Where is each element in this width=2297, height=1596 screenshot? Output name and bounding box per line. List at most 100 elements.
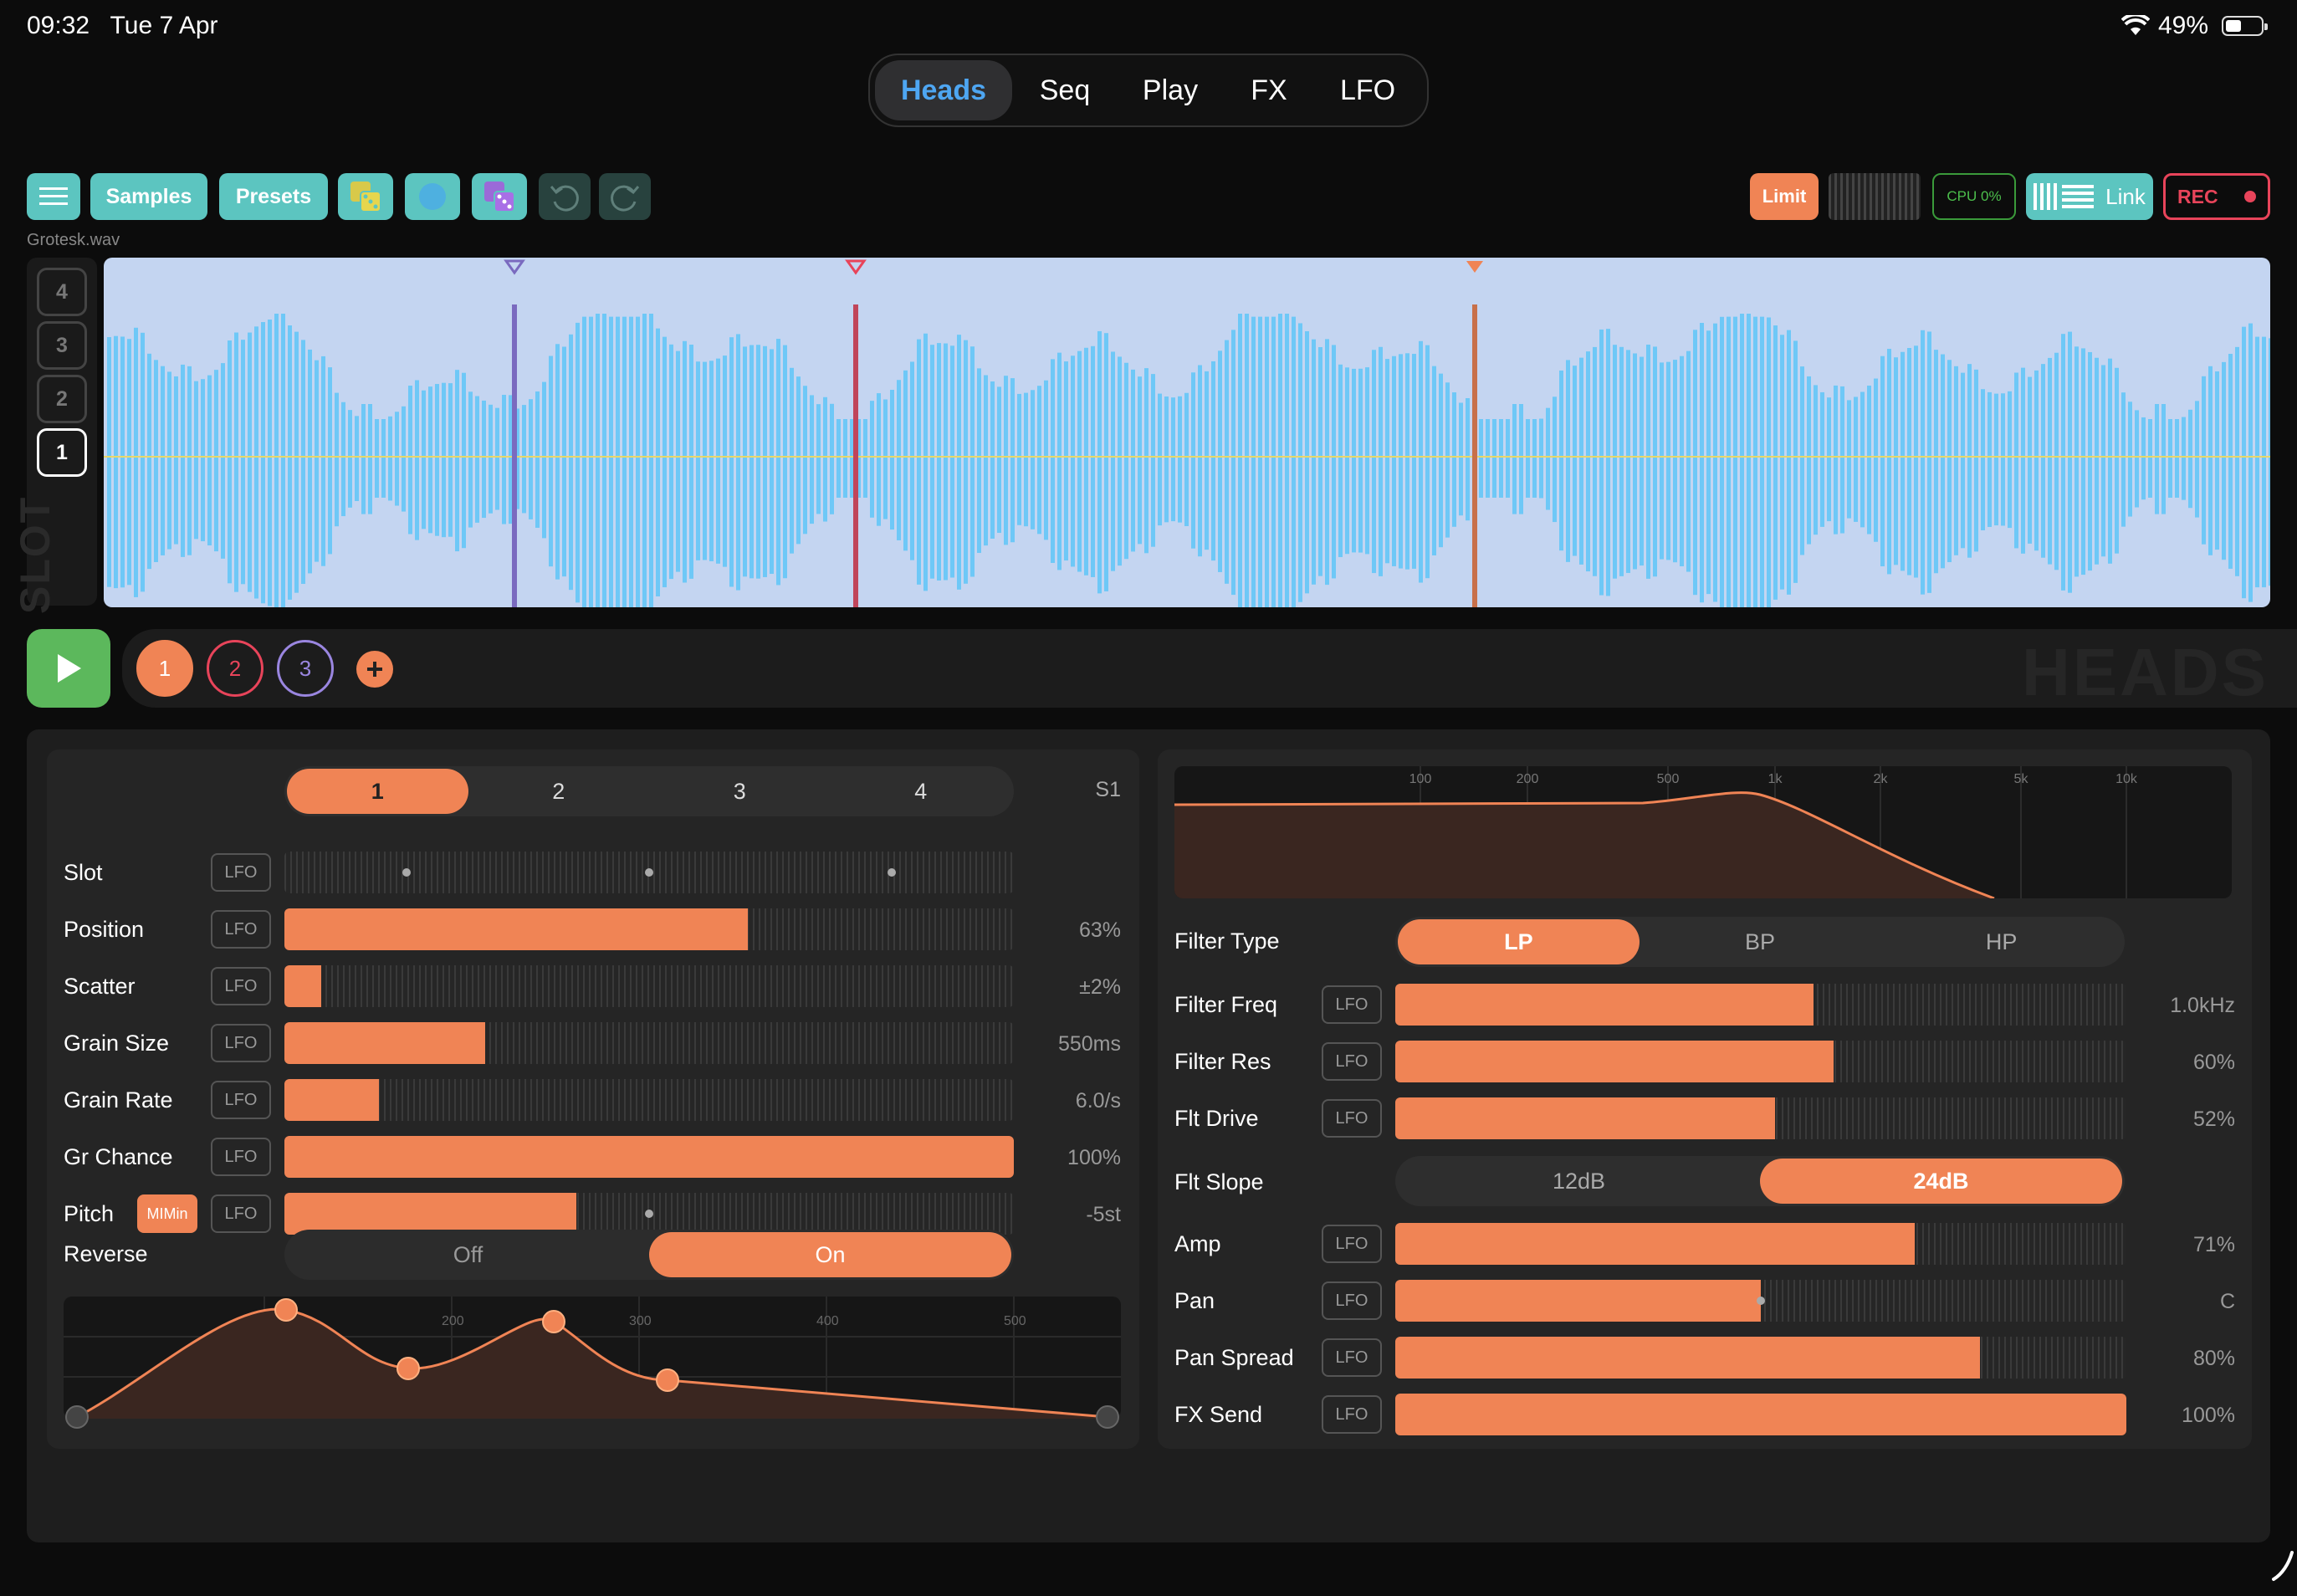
flt-drive-label: Flt Drive <box>1174 1106 1259 1131</box>
pitch-value: -5st <box>1086 1203 1121 1226</box>
filter-bp[interactable]: BP <box>1744 928 1776 954</box>
amp-label: Amp <box>1174 1231 1221 1256</box>
link-label: Link <box>2105 183 2146 209</box>
undo-icon <box>550 185 579 212</box>
filter-freq-slider[interactable] <box>1395 984 2126 1026</box>
filter-hp[interactable]: HP <box>1985 928 2018 954</box>
filter-type-segment: LP BP HP <box>1395 917 2125 967</box>
envelope-handle-3[interactable] <box>542 1310 565 1333</box>
randomize-yellow-button[interactable] <box>338 173 393 220</box>
filter-response-graph[interactable]: 100 200 500 1k 2k 5k 10k <box>1174 766 2232 898</box>
limit-button[interactable]: Limit <box>1750 173 1819 220</box>
link-button[interactable]: Link <box>2026 173 2153 220</box>
segment-4[interactable]: 4 <box>914 778 928 804</box>
tab-lfo[interactable]: LFO <box>1339 74 1396 106</box>
scatter-slider[interactable] <box>284 965 1014 1007</box>
midi-learn-button[interactable]: MIMin <box>137 1194 197 1233</box>
samples-button[interactable]: Samples <box>90 173 207 220</box>
undo-button[interactable] <box>539 173 591 220</box>
grain-size-slider-fill <box>284 1022 485 1064</box>
gr-chance-slider[interactable] <box>284 1136 1014 1178</box>
flt-drive-slider-fill <box>1395 1097 1776 1139</box>
grain-envelope-editor[interactable]: 100 200 300 400 500 <box>64 1297 1121 1429</box>
menu-button[interactable] <box>27 173 80 220</box>
envelope-handle-start[interactable] <box>65 1405 89 1429</box>
pan-lfo-button[interactable]: LFO <box>1322 1281 1382 1320</box>
head-button-2[interactable]: 2 <box>207 640 263 697</box>
grain-size-lfo-button[interactable]: LFO <box>211 1024 271 1062</box>
filter-freq-lfo-button[interactable]: LFO <box>1322 985 1382 1024</box>
play-button[interactable] <box>27 629 110 708</box>
add-head-button[interactable] <box>356 651 393 688</box>
filter-res-label: Filter Res <box>1174 1049 1271 1074</box>
pitch-lfo-button[interactable]: LFO <box>211 1194 271 1233</box>
envelope-handle-1[interactable] <box>274 1298 298 1322</box>
flt-drive-slider[interactable] <box>1395 1097 2126 1139</box>
filter-tick-100: 100 <box>1409 772 1432 786</box>
pan-spread-label: Pan Spread <box>1174 1345 1294 1370</box>
amp-slider[interactable] <box>1395 1223 2126 1265</box>
tab-heads[interactable]: Heads <box>875 60 1012 120</box>
pan-spread-lfo-button[interactable]: LFO <box>1322 1338 1382 1377</box>
scatter-label: Scatter <box>64 974 136 999</box>
pitch-slider[interactable] <box>284 1193 1014 1235</box>
flt-drive-value: 52% <box>2192 1107 2235 1131</box>
flt-drive-lfo-button[interactable]: LFO <box>1322 1099 1382 1138</box>
gr-chance-label: Gr Chance <box>64 1144 173 1169</box>
filter-res-lfo-button[interactable]: LFO <box>1322 1042 1382 1081</box>
slot-button-4[interactable]: 4 <box>37 268 87 316</box>
filter-res-slider[interactable] <box>1395 1041 2126 1082</box>
position-slider[interactable] <box>284 908 1014 950</box>
scatter-slider-fill <box>284 965 321 1007</box>
pencil-icon[interactable] <box>2270 1549 2295 1583</box>
segment-2[interactable]: 2 <box>552 778 565 804</box>
fx-send-slider[interactable] <box>1395 1394 2126 1435</box>
randomize-purple-button[interactable] <box>472 173 527 220</box>
slot-slider[interactable] <box>284 852 1014 893</box>
slope-24db[interactable]: 24dB <box>1760 1159 2122 1204</box>
tab-fx[interactable]: FX <box>1251 74 1287 106</box>
clock: 09:32 <box>27 12 90 39</box>
envelope-handle-end[interactable] <box>1096 1405 1119 1429</box>
record-button[interactable]: REC <box>2163 173 2270 220</box>
position-lfo-button[interactable]: LFO <box>211 910 271 949</box>
globe-button[interactable] <box>405 173 460 220</box>
gr-chance-lfo-button[interactable]: LFO <box>211 1138 271 1176</box>
envelope-handle-4[interactable] <box>656 1368 679 1392</box>
presets-button[interactable]: Presets <box>219 173 328 220</box>
head-button-3[interactable]: 3 <box>277 640 334 697</box>
plus-icon <box>367 662 382 677</box>
fx-send-lfo-button[interactable]: LFO <box>1322 1395 1382 1434</box>
tab-play[interactable]: Play <box>1142 74 1199 106</box>
redo-button[interactable] <box>599 173 651 220</box>
slot-lfo-button[interactable]: LFO <box>211 853 271 892</box>
rec-label: REC <box>2177 185 2218 207</box>
slot-button-3[interactable]: 3 <box>37 321 87 370</box>
scatter-lfo-button[interactable]: LFO <box>211 967 271 1005</box>
slot-button-2[interactable]: 2 <box>37 375 87 423</box>
head-button-1[interactable]: 1 <box>136 640 193 697</box>
envelope-handle-2[interactable] <box>396 1357 420 1380</box>
tab-seq[interactable]: Seq <box>1039 74 1091 106</box>
segment-3[interactable]: 3 <box>733 778 746 804</box>
grain-rate-slider[interactable] <box>284 1079 1014 1121</box>
main-tabs: Heads Seq Play FX LFO <box>868 54 1429 127</box>
slope-12db[interactable]: 12dB <box>1552 1168 1606 1194</box>
segment-1[interactable]: 1 <box>287 769 468 814</box>
waveform-view[interactable] <box>104 258 2270 607</box>
pan-slider-fill <box>1395 1280 1761 1322</box>
reverse-toggle: Off On <box>284 1230 1014 1280</box>
pan-spread-slider[interactable] <box>1395 1337 2126 1379</box>
amp-lfo-button[interactable]: LFO <box>1322 1225 1382 1263</box>
reverse-on[interactable]: On <box>649 1232 1011 1277</box>
slot-button-1[interactable]: 1 <box>37 428 87 477</box>
grain-rate-label: Grain Rate <box>64 1087 173 1113</box>
reverse-off[interactable]: Off <box>453 1241 483 1267</box>
record-dot-icon <box>2244 191 2256 202</box>
pitch-center-marker <box>645 1210 653 1218</box>
battery-percent: 49% <box>2157 12 2208 39</box>
grain-size-slider[interactable] <box>284 1022 1014 1064</box>
grain-rate-lfo-button[interactable]: LFO <box>211 1081 271 1119</box>
filter-lp[interactable]: LP <box>1398 919 1640 964</box>
pan-slider[interactable] <box>1395 1280 2126 1322</box>
